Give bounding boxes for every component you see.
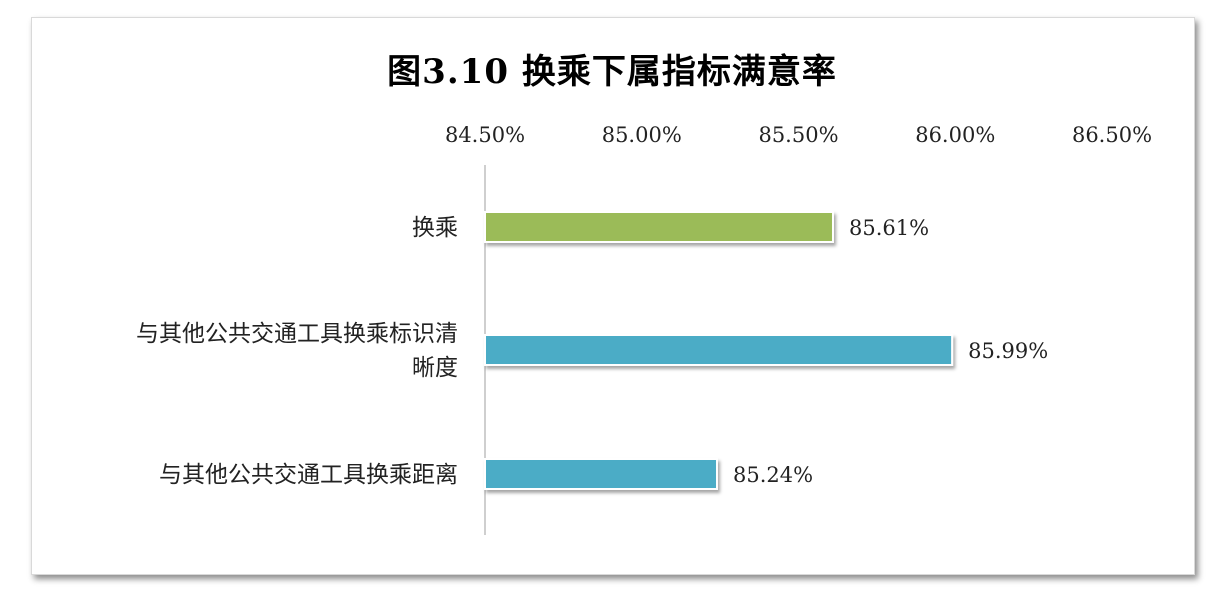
bar [484, 334, 954, 366]
data-label: 85.61% [849, 216, 929, 240]
bar [484, 458, 718, 490]
category-label: 换乘 [412, 215, 458, 241]
x-tick-label: 85.00% [602, 123, 682, 147]
chart-title: 图3.10 换乘下属指标满意率 [387, 52, 837, 92]
x-tick-label: 84.50% [445, 123, 525, 147]
bar [484, 211, 834, 243]
data-label: 85.99% [968, 339, 1048, 363]
category-label: 晰度 [412, 355, 458, 381]
category-label: 与其他公共交通工具换乘距离 [159, 462, 458, 488]
data-label: 85.24% [733, 463, 813, 487]
category-label: 与其他公共交通工具换乘标识清 [136, 321, 458, 347]
x-tick-label: 85.50% [758, 123, 838, 147]
x-tick-label: 86.00% [915, 123, 995, 147]
x-tick-label: 86.50% [1072, 123, 1152, 147]
